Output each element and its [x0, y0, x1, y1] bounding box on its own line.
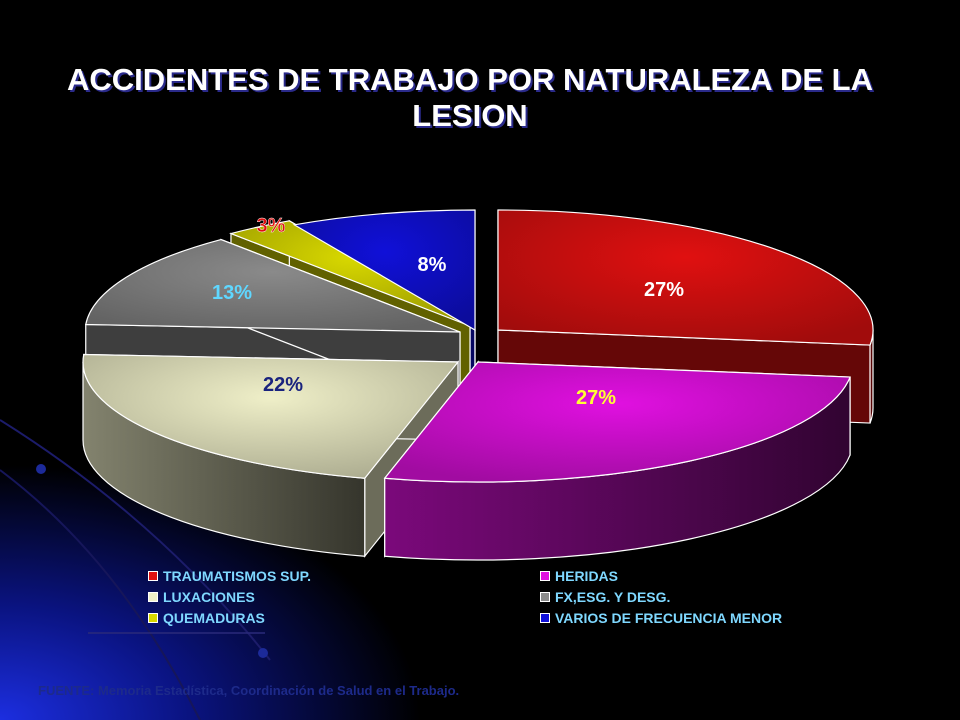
legend-swatch	[148, 571, 158, 581]
legend-label: QUEMADURAS	[163, 610, 265, 626]
pie-data-label: 27%	[576, 387, 616, 409]
legend-item: TRAUMATISMOS SUP.	[148, 568, 311, 584]
legend-swatch	[148, 592, 158, 602]
legend-item: LUXACIONES	[148, 589, 255, 605]
legend-item: HERIDAS	[540, 568, 618, 584]
legend-item: VARIOS DE FRECUENCIA MENOR	[540, 610, 782, 626]
pie-data-label: 3%	[257, 215, 286, 237]
legend-label: FX,ESG. Y DESG.	[555, 589, 671, 605]
legend-swatch	[148, 613, 158, 623]
pie-data-label: 8%	[418, 254, 447, 276]
pie-slice-quemaduras	[229, 220, 471, 327]
pie-slice-luxaciones	[82, 353, 460, 479]
legend-swatch	[540, 592, 550, 602]
pie-data-label: 22%	[263, 374, 303, 396]
pie-data-label: 13%	[212, 282, 252, 304]
pie-slice-traumatismos-sup	[497, 209, 874, 346]
legend-label: TRAUMATISMOS SUP.	[163, 568, 312, 584]
legend-swatch	[540, 613, 550, 623]
chart-legend: TRAUMATISMOS SUP. HERIDAS LUXACIONES FX,ESG…	[142, 568, 862, 634]
legend-item: QUEMADURAS	[148, 610, 265, 626]
source-note: FUENTE: Memoria Estadística, Coordinació…	[38, 683, 460, 698]
legend-label: HERIDAS	[555, 568, 619, 584]
pie-slice-varios-de-frecuencia-menor	[292, 209, 476, 332]
page-title: ACCIDENTES DE TRABAJO POR NATURALEZA DE …	[66, 62, 873, 133]
legend-item: FX,ESG. Y DESG.	[540, 589, 670, 605]
legend-label: LUXACIONES	[163, 589, 255, 605]
legend-swatch	[540, 571, 550, 581]
decor-dot	[36, 464, 46, 474]
legend-label: VARIOS DE FRECUENCIA MENOR	[555, 610, 783, 626]
pie-slice-heridas	[383, 361, 851, 483]
decor-dot	[258, 648, 268, 658]
pie-data-label: 27%	[644, 279, 684, 301]
pie-slice-fx-esg-y-desg	[85, 238, 461, 333]
